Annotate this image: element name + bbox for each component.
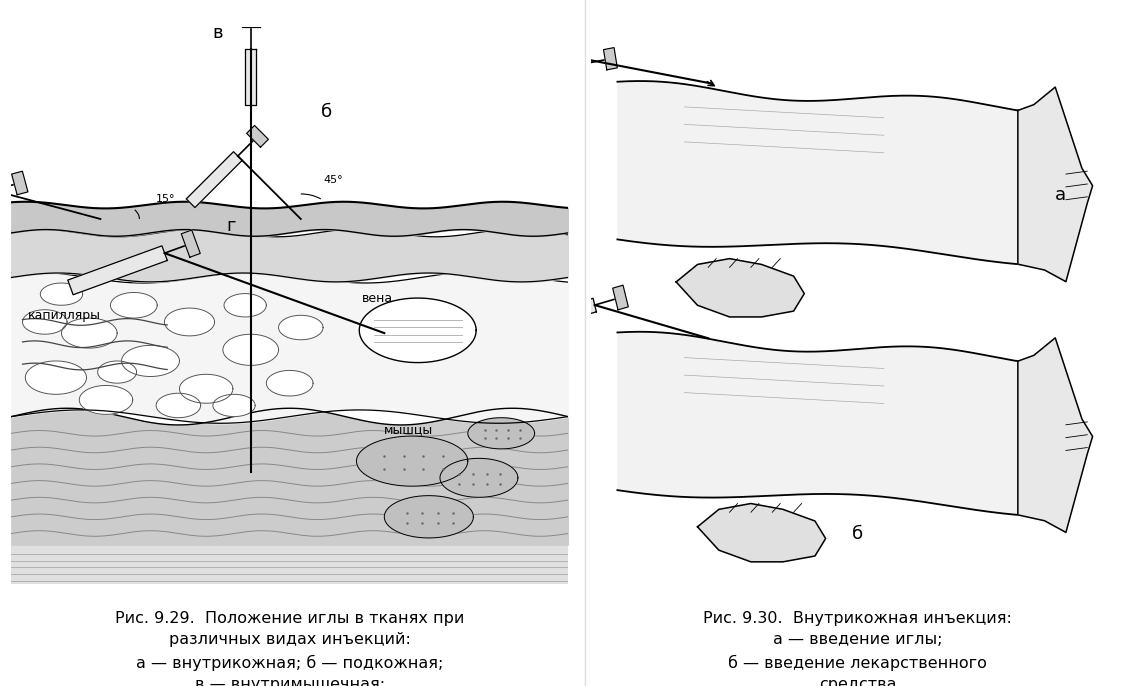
Polygon shape — [223, 334, 278, 366]
Polygon shape — [212, 394, 256, 416]
Polygon shape — [242, 16, 260, 27]
Polygon shape — [68, 246, 167, 295]
Polygon shape — [98, 361, 136, 383]
Text: б: б — [321, 103, 333, 121]
Polygon shape — [11, 172, 28, 195]
Polygon shape — [23, 309, 67, 334]
Polygon shape — [357, 436, 468, 486]
Polygon shape — [122, 345, 179, 377]
Polygon shape — [186, 152, 242, 208]
Polygon shape — [247, 126, 268, 147]
Polygon shape — [612, 285, 628, 310]
Text: 45°: 45° — [323, 175, 343, 185]
Polygon shape — [266, 370, 314, 396]
Polygon shape — [603, 47, 617, 70]
Text: вена: вена — [362, 292, 393, 305]
Polygon shape — [521, 298, 596, 333]
Polygon shape — [359, 298, 476, 363]
Text: а: а — [1055, 187, 1066, 204]
Polygon shape — [165, 308, 215, 336]
Polygon shape — [520, 58, 585, 82]
Polygon shape — [25, 361, 86, 394]
Text: г: г — [227, 217, 236, 235]
Polygon shape — [224, 294, 266, 317]
Polygon shape — [40, 283, 83, 305]
Text: мышцы: мышцы — [384, 423, 434, 436]
Bar — [11, 545, 568, 584]
Polygon shape — [110, 292, 157, 318]
Polygon shape — [156, 393, 201, 418]
Polygon shape — [698, 504, 826, 562]
Polygon shape — [61, 318, 117, 348]
Text: Рис. 9.30.  Внутрикожная инъекция:
а — введение иглы;
б — введение лекарственног: Рис. 9.30. Внутрикожная инъекция: а — вв… — [703, 611, 1012, 686]
Polygon shape — [182, 230, 200, 257]
Polygon shape — [179, 375, 233, 403]
Polygon shape — [468, 418, 535, 449]
Polygon shape — [80, 386, 133, 414]
Text: Рис. 9.29.  Положение иглы в тканях при
различных видах инъекций:
а — внутрикожн: Рис. 9.29. Положение иглы в тканях при р… — [115, 611, 465, 686]
Text: б: б — [852, 525, 863, 543]
Polygon shape — [245, 49, 257, 105]
Text: капилляры: капилляры — [28, 309, 101, 322]
Text: в: в — [212, 24, 223, 42]
Polygon shape — [1018, 87, 1093, 282]
Polygon shape — [440, 458, 518, 497]
Polygon shape — [384, 496, 474, 538]
Polygon shape — [1018, 338, 1093, 532]
Text: 15°: 15° — [156, 194, 176, 204]
Polygon shape — [278, 316, 323, 340]
Polygon shape — [676, 259, 804, 317]
